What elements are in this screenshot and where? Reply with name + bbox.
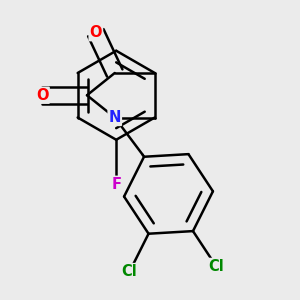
Text: Cl: Cl: [208, 259, 224, 274]
Text: O: O: [90, 25, 102, 40]
Text: N: N: [109, 110, 121, 125]
Text: Cl: Cl: [122, 264, 137, 279]
Text: O: O: [36, 88, 49, 103]
Text: F: F: [111, 177, 121, 192]
